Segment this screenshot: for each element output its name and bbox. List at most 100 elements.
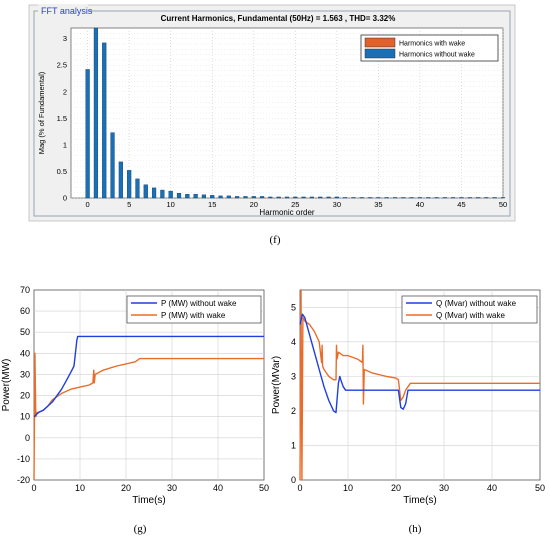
fft-x-tick-label: 30 [333,200,341,209]
fft-bar [160,189,165,199]
q-lines [299,289,540,481]
q-x-tick-label: 30 [439,483,449,493]
fft-legend-label-with-wake: Harmonics with wake [399,41,465,48]
fft-bar [384,197,389,199]
fft-y-tick-label: 0 [63,194,67,203]
p-x-tick-label: 0 [31,483,36,493]
fft-y-axis-label: Mag (% of Fundamental) [37,71,46,154]
fft-bar [301,196,306,199]
q-y-tick-label: 0 [291,475,296,485]
fft-y-tick-label: 1.5 [57,114,67,123]
p-chart: 0 10 20 30 40 50 -20 -10 0 10 20 30 40 50 60 70 Time(s… [1,285,269,506]
q-chart: 0 10 20 30 40 50 0 1 2 3 4 5 Time(s) Power(MVar) Q… [271,289,545,506]
fft-x-tick-label: 5 [127,200,131,209]
fft-bar [451,197,456,199]
fft-bar [492,197,497,199]
q-x-ticks: 0 10 20 30 40 50 [297,483,545,493]
fft-bar [168,190,173,199]
p-y-ticks: -20 -10 0 10 20 30 40 50 60 70 [17,285,30,485]
fft-panel-label-bg [38,4,88,17]
fft-bar [151,187,157,199]
fft-bar [143,184,148,199]
q-series-line [299,313,540,414]
fft-chart-title: Current Harmonics, Fundamental (50Hz) = … [161,14,396,23]
p-y-tick-label: 40 [20,348,30,358]
fft-y-tick-label: 2 [63,87,67,96]
caption-h: (h) [409,523,422,535]
fft-bar [409,197,414,199]
p-lines [33,335,264,481]
q-legend-box [401,295,538,324]
fft-bar [367,197,373,199]
fft-bar [318,196,323,199]
p-y-tick-label: 60 [20,306,30,316]
fft-bar [484,197,489,199]
p-y-tick-label: 50 [20,327,30,337]
p-legend-label-with-wake: P (MW) with wake [161,311,226,320]
p-x-tick-label: 40 [213,483,223,493]
fft-x-axis-label: Harmonic order [259,208,314,217]
fft-x-tick-label: 45 [457,200,465,209]
fft-x-tick-label: 10 [167,200,175,209]
fft-y-tick-label: 1 [63,140,67,149]
p-legend-box [126,295,262,324]
q-legend: Q (Mvar) without wake Q (Mvar) with wake [401,295,538,324]
fft-x-tick-label: 50 [499,200,507,209]
fft-bar [276,196,281,199]
q-x-tick-label: 20 [391,483,401,493]
fft-bar [176,193,182,199]
fft-bar [343,197,348,199]
fft-x-tick-label: 35 [374,200,382,209]
fft-bar [226,195,231,199]
fft-legend-swatch-without-wake [364,48,396,59]
fft-bar [243,196,248,199]
fft-panel-label: FFT analysis [41,6,93,16]
fft-legend: Harmonics with wake Harmonics without wa… [360,34,499,62]
p-y-tick-label: 30 [20,369,30,379]
fft-y-tick-label: 2.5 [57,61,67,70]
fft-bar [309,196,315,199]
q-y-tick-label: 1 [291,440,296,450]
fft-bar [210,195,215,199]
fft-bars [85,27,506,199]
fft-legend-label-without-wake: Harmonics without wake [399,52,475,59]
q-y-axis-label: Power(MVar) [271,356,282,414]
q-legend-label-with-wake: Q (Mvar) with wake [436,311,505,320]
fft-bar [185,194,190,199]
p-y-tick-label: 70 [20,285,30,295]
q-x-tick-label: 10 [343,483,353,493]
fft-bar [85,69,90,199]
fft-bar [376,197,381,199]
caption-g: (g) [134,523,147,535]
q-x-tick-label: 0 [297,483,302,493]
p-x-tick-label: 30 [167,483,177,493]
q-y-tick-label: 2 [291,406,296,416]
p-y-tick-label: 10 [20,412,30,422]
fft-bar [135,178,140,199]
p-x-ticks: 0 10 20 30 40 50 [31,483,269,493]
fft-bar [467,197,472,199]
fft-y-tick-label: 3 [63,34,67,43]
fft-x-tick-label: 0 [86,200,90,209]
fft-panel-border [33,10,511,217]
fft-bar [442,197,447,199]
fft-bar [201,194,207,199]
q-x-tick-label: 50 [535,483,545,493]
fft-bar [284,196,290,199]
fft-bar [118,161,123,199]
fft-x-tick-label: 15 [208,200,216,209]
p-x-tick-label: 20 [121,483,131,493]
p-y-tick-label: 0 [25,433,30,443]
p-y-tick-label: -10 [17,454,30,464]
p-y-tick-label: -20 [17,475,30,485]
fft-bar [268,196,273,199]
fft-x-tick-label: 25 [291,200,299,209]
fft-bar [218,195,223,199]
fft-bar [417,197,423,199]
fft-y-ticks: 0 0.5 1 1.5 2 2.5 3 [57,34,67,202]
fft-bar [434,197,439,199]
q-y-tick-label: 5 [291,302,296,312]
q-y-tick-label: 4 [291,337,296,347]
fft-bar [251,196,256,199]
